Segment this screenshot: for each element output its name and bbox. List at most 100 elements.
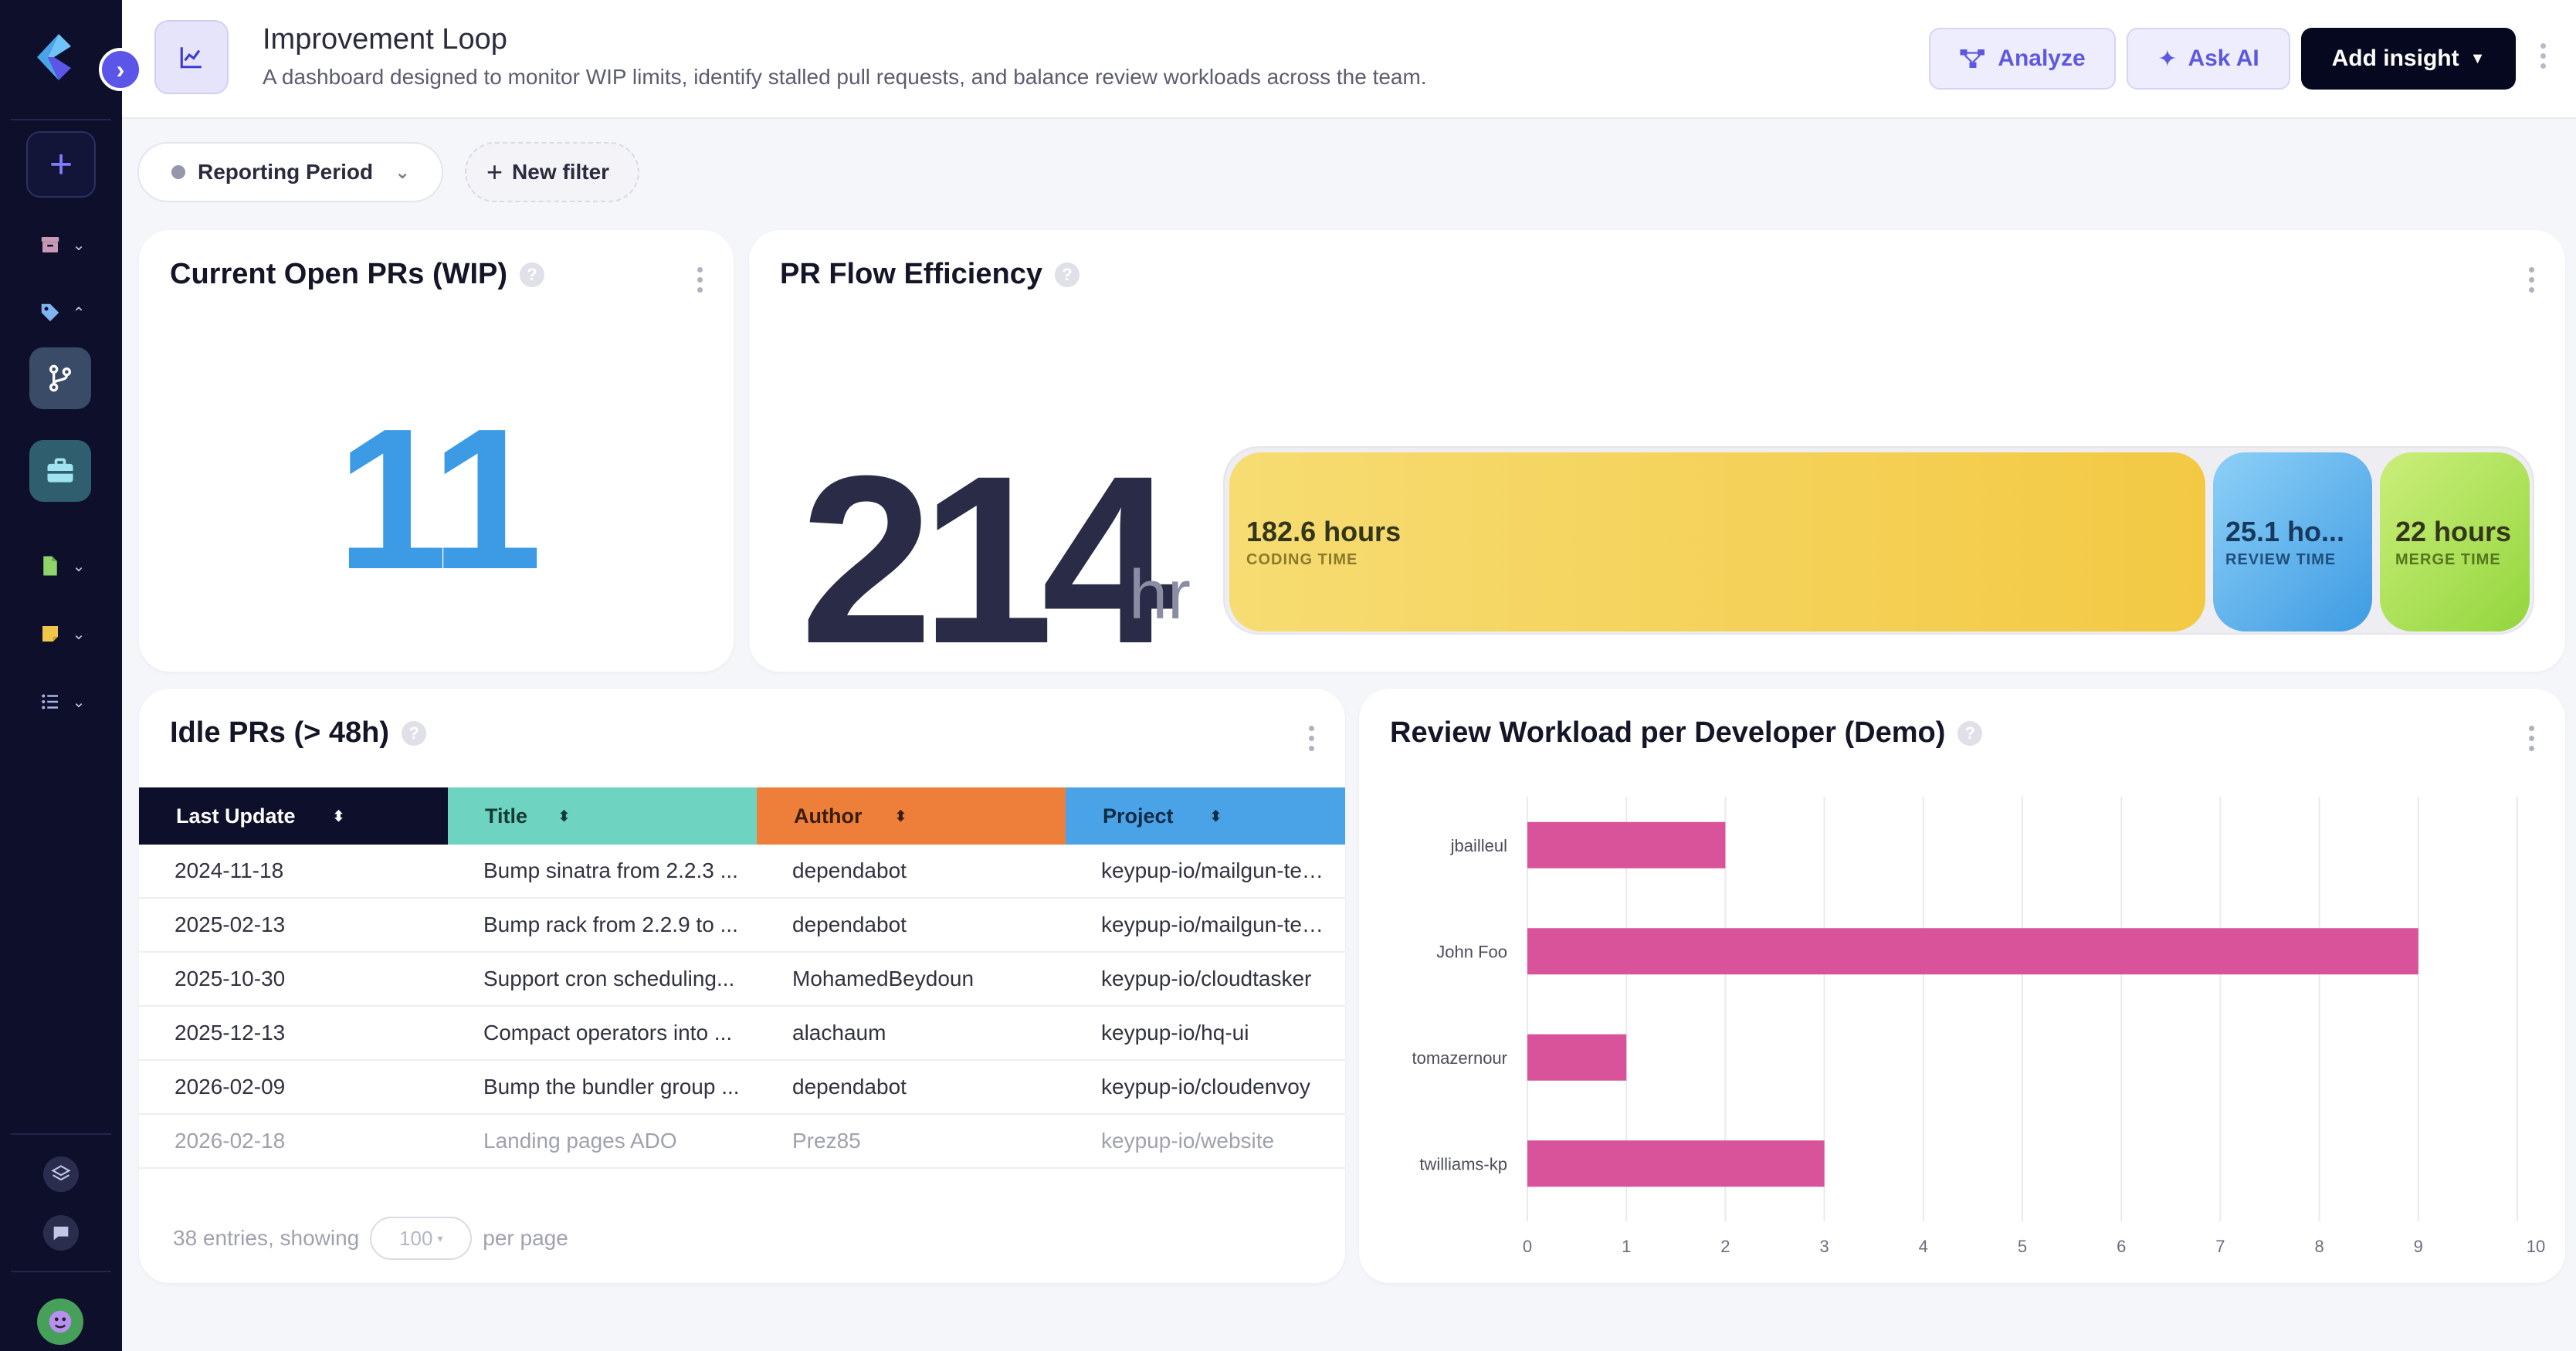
- table-cell-project: keypup-io/hq-ui: [1101, 1021, 1249, 1045]
- bar[interactable]: [1527, 1140, 1825, 1187]
- workload-bar-chart: 0 1 2 3 4 5 6 7 8 9 10 jbailleul John Foo tomazernour…: [1412, 797, 2545, 1256]
- help-icon[interactable]: ?: [1054, 262, 1080, 287]
- review-workload-card: Review Workload per Developer (Demo) ? 0…: [1359, 689, 2565, 1283]
- sidebar-item-notes[interactable]: ⌄: [31, 615, 93, 653]
- y-tick-label: John Foo: [1436, 942, 1507, 961]
- sort-icon[interactable]: ⬍: [332, 808, 345, 825]
- x-tick-label: 7: [2215, 1237, 2225, 1256]
- analyze-label: Analyze: [1998, 46, 2086, 71]
- table-cell-project: keypup-io/cloudtasker: [1101, 967, 1312, 990]
- wip-card-title: Current Open PRs (WIP) ?: [170, 258, 545, 291]
- sidebar-item-inbox[interactable]: ⌄: [31, 225, 93, 264]
- help-icon[interactable]: ?: [520, 262, 545, 287]
- sidebar-item-tags[interactable]: ⌃: [31, 293, 93, 332]
- sort-icon[interactable]: ⬍: [894, 808, 907, 825]
- sidebar: + ⌄ ⌃ ⌄ ⌄ ⌄: [0, 0, 122, 1351]
- sidebar-add-button[interactable]: +: [26, 131, 96, 198]
- per-page-label: per page: [483, 1226, 568, 1250]
- flow-total-unit: hr: [1129, 557, 1191, 634]
- sidebar-item-lists[interactable]: ⌄: [31, 682, 93, 721]
- app-logo[interactable]: [31, 31, 86, 86]
- workload-title-text: Review Workload per Developer (Demo): [1390, 716, 1946, 749]
- sidebar-item-dashboards[interactable]: [29, 440, 91, 502]
- page-title: Improvement Loop: [263, 23, 507, 56]
- table-row[interactable]: 2025-02-13 Bump rack from 2.2.9 to ... dep…: [139, 899, 1345, 953]
- sticky-note-icon: [42, 626, 58, 642]
- table-cell-last-update: 2025-12-13: [175, 1021, 286, 1045]
- x-tick-label: 3: [1819, 1237, 1829, 1256]
- add-insight-label: Add insight: [2331, 46, 2459, 71]
- user-avatar[interactable]: [37, 1299, 83, 1345]
- x-tick-label: 0: [1523, 1237, 1532, 1256]
- x-tick-label: 5: [2018, 1237, 2027, 1256]
- help-icon[interactable]: ?: [402, 720, 427, 746]
- table-row[interactable]: 2026-02-18 Landing pages ADO Prez85 keypup-…: [139, 1115, 1345, 1169]
- wip-card: Current Open PRs (WIP) ? 11: [139, 230, 734, 672]
- table-cell-title: Bump rack from 2.2.9 to ...: [483, 913, 738, 936]
- table-cell-title: Bump the bundler group ...: [483, 1075, 740, 1099]
- column-header-project[interactable]: Project ⬍: [1066, 787, 1345, 845]
- review-time-value: 25.1 ho...: [2225, 515, 2345, 547]
- chevron-down-icon: ⌄: [72, 557, 86, 575]
- table-cell-title: Compact operators into ...: [483, 1021, 733, 1045]
- page-size-select[interactable]: 100 ▾: [370, 1217, 473, 1260]
- column-header-last-update[interactable]: Last Update ⬍: [139, 787, 448, 845]
- sort-icon[interactable]: ⬍: [1209, 808, 1222, 825]
- card-more-icon[interactable]: [2529, 726, 2534, 751]
- table-row[interactable]: 2025-10-30 Support cron scheduling... Moha…: [139, 953, 1345, 1007]
- idle-title-text: Idle PRs (> 48h): [170, 716, 390, 749]
- add-insight-button[interactable]: Add insight ▼: [2301, 28, 2516, 90]
- plus-icon: +: [486, 156, 503, 188]
- sidebar-item-pull-requests[interactable]: [29, 347, 91, 409]
- chat-icon[interactable]: [43, 1215, 79, 1251]
- sort-icon[interactable]: ⬍: [558, 808, 571, 825]
- reporting-period-filter[interactable]: Reporting Period ⌄: [137, 142, 443, 202]
- y-tick-label: tomazernour: [1412, 1048, 1507, 1068]
- help-icon[interactable]: ?: [1957, 720, 1983, 746]
- x-tick-label: 10: [2527, 1237, 2545, 1256]
- card-more-icon[interactable]: [1309, 726, 1314, 751]
- page-header: Improvement Loop A dashboard designed to…: [122, 0, 2576, 119]
- coding-time-segment[interactable]: 182.6 hours CODING TIME: [1229, 452, 2205, 631]
- column-label: Last Update: [176, 804, 296, 828]
- table-cell-last-update: 2024-11-18: [175, 858, 284, 882]
- analyze-button[interactable]: Analyze: [1929, 28, 2116, 90]
- bar[interactable]: [1527, 1034, 1627, 1081]
- table-cell-author: Prez85: [792, 1129, 861, 1153]
- bar[interactable]: [1527, 928, 2418, 975]
- sidebar-expand-button[interactable]: ›: [99, 48, 142, 91]
- merge-time-value: 22 hours: [2395, 515, 2512, 547]
- status-dot-icon: [171, 165, 185, 179]
- table-cell-author: dependabot: [792, 858, 907, 882]
- table-cell-last-update: 2026-02-18: [175, 1129, 286, 1153]
- x-tick-label: 1: [1622, 1237, 1631, 1256]
- bar[interactable]: [1527, 821, 1726, 868]
- review-time-segment[interactable]: 25.1 ho... REVIEW TIME: [2213, 452, 2372, 631]
- table-cell-last-update: 2026-02-09: [175, 1075, 286, 1099]
- table-row[interactable]: 2025-12-13 Compact operators into ... alac…: [139, 1007, 1345, 1061]
- table-cell-last-update: 2025-02-13: [175, 913, 286, 936]
- column-header-author[interactable]: Author ⬍: [757, 787, 1066, 845]
- table-cell-project: keypup-io/mailgun-tem...: [1101, 913, 1338, 936]
- coding-time-label: CODING TIME: [1246, 550, 1358, 568]
- new-filter-label: New filter: [512, 160, 610, 184]
- merge-time-segment[interactable]: 22 hours MERGE TIME: [2380, 452, 2530, 631]
- card-more-icon[interactable]: [2529, 267, 2534, 293]
- git-branch-icon: [49, 364, 72, 392]
- flow-card-title: PR Flow Efficiency ?: [780, 258, 1080, 291]
- column-header-title[interactable]: Title ⬍: [448, 787, 757, 845]
- table-cell-author: dependabot: [792, 913, 907, 936]
- layers-icon[interactable]: [43, 1156, 79, 1192]
- new-filter-button[interactable]: + New filter: [465, 142, 639, 202]
- table-row[interactable]: 2024-11-18 Bump sinatra from 2.2.3 ... dep…: [139, 845, 1345, 899]
- workload-card-title: Review Workload per Developer (Demo) ?: [1390, 716, 1983, 750]
- briefcase-icon: [47, 458, 73, 482]
- table-cell-last-update: 2025-10-30: [175, 967, 286, 990]
- header-more-icon[interactable]: [2539, 43, 2547, 69]
- ask-ai-button[interactable]: ✦ Ask AI: [2127, 28, 2290, 90]
- sidebar-item-documents[interactable]: ⌄: [31, 547, 93, 585]
- analyze-icon: [1960, 49, 1985, 68]
- card-more-icon[interactable]: [697, 267, 703, 293]
- x-tick-label: 8: [2314, 1237, 2323, 1256]
- table-row[interactable]: 2026-02-09 Bump the bundler group ... depe…: [139, 1061, 1345, 1115]
